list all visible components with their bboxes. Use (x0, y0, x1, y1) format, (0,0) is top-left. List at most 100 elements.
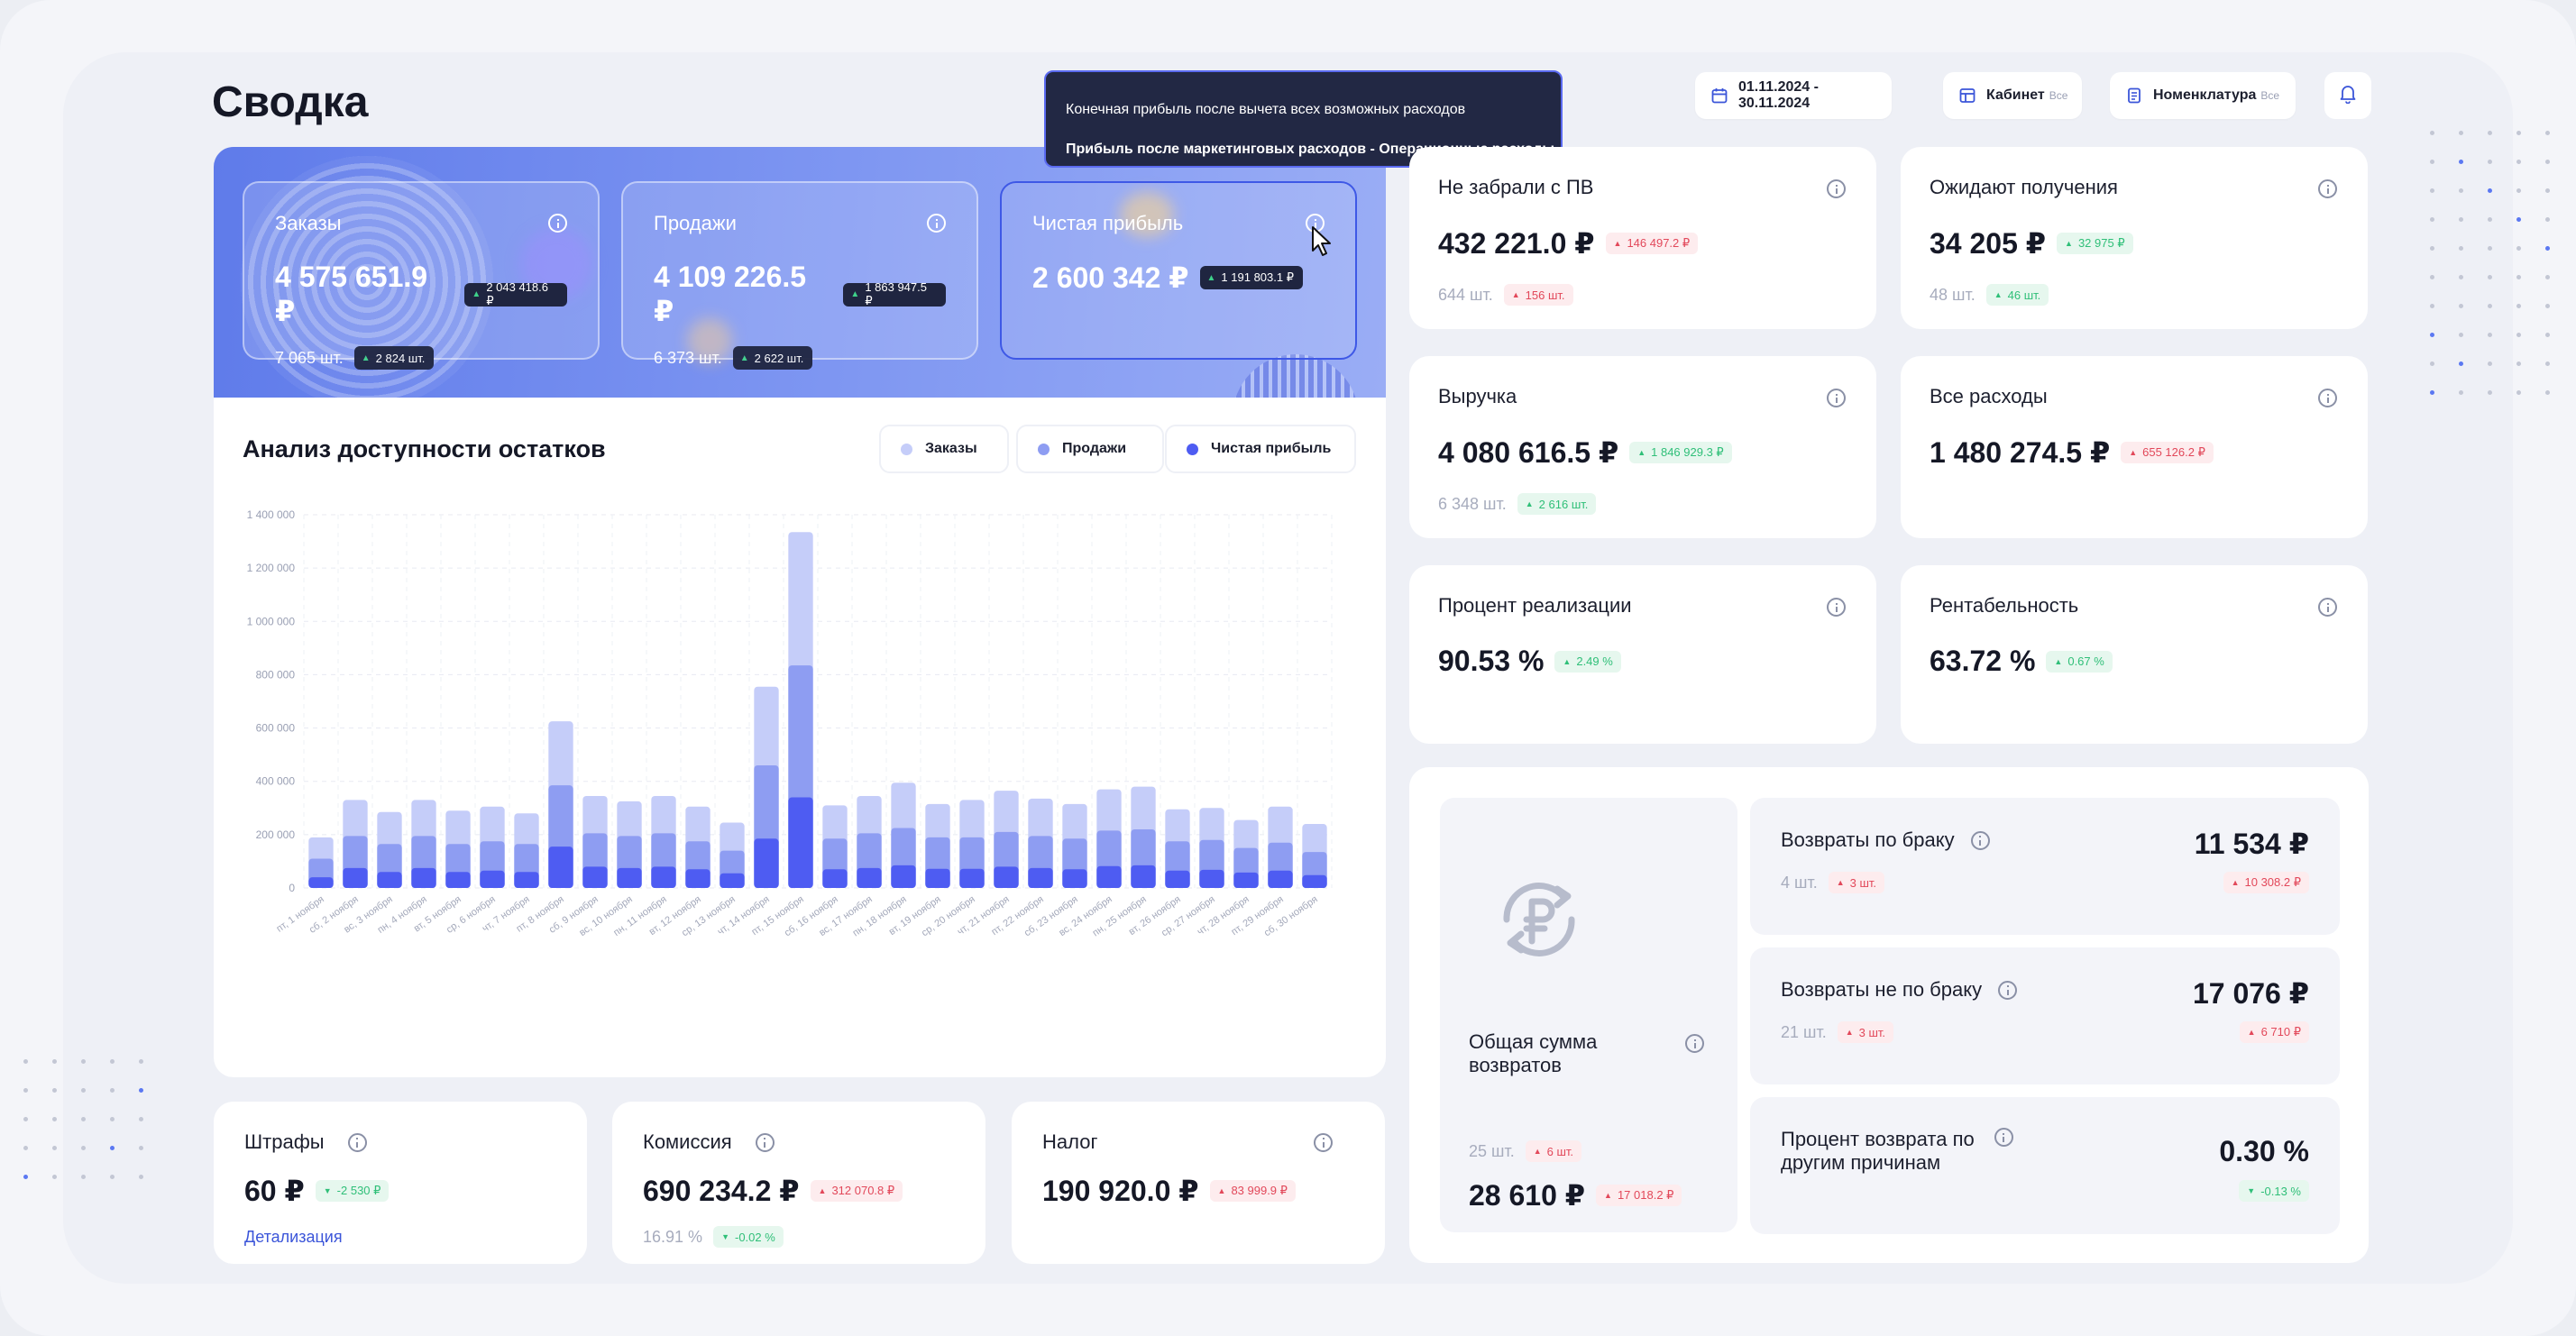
decorative-dot (139, 1059, 143, 1064)
info-icon[interactable] (1994, 1128, 2013, 1147)
document-icon (2126, 87, 2142, 104)
bar-Чистая прибыль (994, 866, 1019, 888)
delta-text: -0.13 % (2260, 1184, 2301, 1198)
info-icon[interactable] (548, 214, 567, 233)
decorative-dot (2488, 304, 2492, 308)
decorative-dot (110, 1117, 115, 1121)
delta-badge: ▲ 156 шт. (1503, 284, 1573, 306)
kpi-sales-qty-delta: ▲ 2 622 шт. (732, 346, 813, 370)
card-revenue: Выручка 4 080 616.5 ₽ ▲ 1 846 929.3 ₽ 6 3… (1409, 356, 1876, 538)
info-icon[interactable] (2318, 179, 2337, 198)
decorative-dot (2545, 131, 2550, 135)
cabinet-filter[interactable]: Кабинет Все (1943, 72, 2082, 119)
decorative-dot (2459, 275, 2463, 279)
arrow-up-icon: ▲ (472, 289, 481, 299)
decorative-glow (687, 318, 732, 363)
card-revenue-qty: 6 348 шт. (1438, 494, 1507, 513)
nomenclature-filter[interactable]: Номенклатура Все (2110, 72, 2296, 119)
arrow-up-icon: ▲ (2065, 239, 2073, 248)
bar-Чистая прибыль (1165, 870, 1190, 888)
info-icon[interactable] (927, 214, 946, 233)
delta-badge: ▲ 3 шт. (1828, 872, 1885, 893)
info-icon[interactable] (1827, 598, 1846, 617)
decorative-dot (52, 1059, 57, 1064)
legend-net-profit[interactable]: Чистая прибыль (1165, 425, 1356, 473)
bar-Чистая прибыль (480, 870, 505, 888)
delta-badge: ▲ 655 126.2 ₽ (2121, 442, 2214, 463)
bar-Чистая прибыль (720, 873, 745, 888)
card-fines-title: Штрафы (244, 1130, 325, 1153)
decorative-dot (2430, 246, 2434, 251)
delta-text: 32 975 ₽ (2077, 236, 2125, 250)
arrow-up-icon: ▲ (1533, 1147, 1542, 1156)
decorative-dot (2516, 333, 2521, 337)
ruble-refund-icon (1485, 865, 1593, 974)
bar-Чистая прибыль (1302, 874, 1327, 888)
info-icon[interactable] (1827, 389, 1846, 407)
info-icon[interactable] (1685, 1034, 1704, 1053)
info-icon[interactable] (1827, 179, 1846, 198)
returns-defect-title: Возвраты по браку (1781, 828, 1955, 851)
bar-Чистая прибыль (959, 868, 985, 888)
bar-Чистая прибыль (514, 872, 539, 888)
info-icon[interactable] (2318, 598, 2337, 617)
mouse-pointer-icon (1311, 225, 1334, 262)
decorative-dot (2488, 275, 2492, 279)
info-icon[interactable] (1970, 830, 1990, 850)
bar-Чистая прибыль (343, 867, 368, 888)
bar-chart: 0 200 000 400 000 600 000 800 000 1 000 000 1 … (247, 508, 1333, 939)
arrow-up-icon: ▲ (2129, 448, 2138, 457)
delta-text: 17 018.2 ₽ (1617, 1188, 1674, 1202)
returns-non-defect-qty: 21 шт. (1781, 1022, 1827, 1041)
kpi-orders-qty-delta: ▲ 2 824 шт. (353, 346, 435, 370)
info-icon[interactable] (1314, 1132, 1333, 1152)
card-awaiting-qty: 48 шт. (1930, 285, 1976, 304)
fines-details-link[interactable]: Детализация (244, 1228, 343, 1246)
arrow-up-icon: ▲ (1525, 499, 1534, 508)
delta-text: 46 шт. (2007, 288, 2041, 302)
decorative-dot (2516, 131, 2521, 135)
decorative-dot (2545, 188, 2550, 193)
decorative-dot (2488, 333, 2492, 337)
decorative-dot (81, 1117, 86, 1121)
delta-badge: ▼ -0.02 % (713, 1226, 784, 1248)
delta-badge: ▲ 46 шт. (1985, 284, 2049, 306)
decorative-dot (2545, 160, 2550, 164)
decorative-dot (81, 1088, 86, 1093)
info-icon[interactable] (755, 1132, 775, 1152)
kpi-net-profit[interactable]: Чистая прибыль 2 600 342 ₽ ▲ 1 191 803.1 … (1000, 181, 1357, 360)
info-icon[interactable] (2318, 389, 2337, 407)
kpi-sales-value: 4 109 226.5 ₽ (654, 261, 807, 327)
info-icon[interactable] (347, 1132, 367, 1152)
decorative-dot (2430, 304, 2434, 308)
date-range-picker[interactable]: 01.11.2024 - 30.11.2024 (1695, 72, 1892, 119)
decorative-dot (139, 1175, 143, 1179)
decorative-dot (2516, 246, 2521, 251)
returns-defect-value: 11 534 ₽ (2194, 828, 2309, 860)
delta-text: 3 шт. (1849, 875, 1877, 890)
kpi-sales[interactable]: Продажи 4 109 226.5 ₽ ▲ 1 863 947.5 ₽ 6 3… (621, 181, 978, 370)
returns-defect-qty: 4 шт. (1781, 873, 1818, 892)
card-all-expenses: Все расходы 1 480 274.5 ₽ ▲ 655 126.2 ₽ (1901, 356, 2368, 538)
legend-orders[interactable]: Заказы (879, 425, 1009, 473)
notifications-button[interactable] (2324, 72, 2371, 119)
delta-text: 6 шт. (1546, 1144, 1574, 1158)
info-icon[interactable] (1998, 980, 2018, 1000)
bar-Чистая прибыль (788, 797, 813, 888)
decorative-dot (2430, 333, 2434, 337)
card-realization-title: Процент реализации (1438, 594, 1632, 617)
arrow-up-icon: ▲ (739, 352, 749, 363)
bar-Чистая прибыль (1268, 870, 1293, 888)
decorative-dot (2545, 390, 2550, 395)
kpi-orders-qty: 7 065 шт. (275, 348, 344, 367)
decorative-dot (81, 1146, 86, 1150)
decorative-dot (110, 1059, 115, 1064)
returns-total-value: 28 610 ₽ (1469, 1179, 1586, 1212)
arrow-down-icon: ▼ (721, 1232, 729, 1241)
arrow-up-icon: ▲ (818, 1186, 827, 1195)
card-expenses-title: Все расходы (1930, 385, 2048, 407)
kpi-orders[interactable]: Заказы 4 575 651.9 ₽ ▲ 2 043 418.6 ₽ 7 06… (243, 181, 600, 370)
legend-sales[interactable]: Продажи (1016, 425, 1164, 473)
decorative-dot (2430, 131, 2434, 135)
